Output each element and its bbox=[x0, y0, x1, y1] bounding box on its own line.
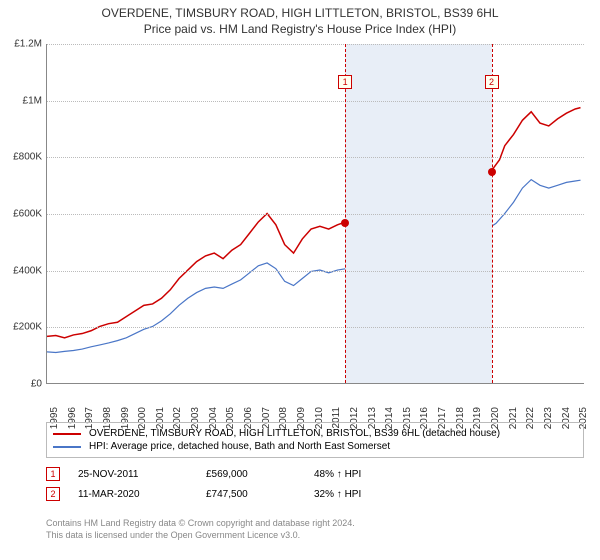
y-tick-label: £800K bbox=[0, 152, 42, 163]
y-tick-label: £0 bbox=[0, 379, 42, 390]
event-relation: 48% ↑ HPI bbox=[314, 469, 434, 480]
chart-area: 12 £0£200K£400K£600K£800K£1M£1.2M1995199… bbox=[46, 44, 584, 414]
gridline bbox=[47, 327, 584, 328]
legend: OVERDENE, TIMSBURY ROAD, HIGH LITTLETON,… bbox=[46, 422, 584, 458]
legend-label: HPI: Average price, detached house, Bath… bbox=[89, 441, 390, 452]
marker-line bbox=[492, 44, 493, 383]
event-marker-icon: 2 bbox=[46, 487, 60, 501]
sale-event-row: 2 11-MAR-2020 £747,500 32% ↑ HPI bbox=[46, 484, 584, 504]
gridline bbox=[47, 214, 584, 215]
legend-item: HPI: Average price, detached house, Bath… bbox=[53, 440, 577, 453]
gridline bbox=[47, 157, 584, 158]
event-price: £747,500 bbox=[206, 489, 296, 500]
gridline bbox=[47, 101, 584, 102]
marker-label: 1 bbox=[338, 75, 352, 89]
sale-point bbox=[488, 168, 496, 176]
event-marker-icon: 1 bbox=[46, 467, 60, 481]
chart-subtitle: Price paid vs. HM Land Registry's House … bbox=[8, 22, 592, 36]
attribution-line: This data is licensed under the Open Gov… bbox=[46, 530, 584, 542]
legend-item: OVERDENE, TIMSBURY ROAD, HIGH LITTLETON,… bbox=[53, 427, 577, 440]
sale-point bbox=[341, 219, 349, 227]
attribution: Contains HM Land Registry data © Crown c… bbox=[46, 518, 584, 541]
gridline bbox=[47, 271, 584, 272]
sale-events: 1 25-NOV-2011 £569,000 48% ↑ HPI 2 11-MA… bbox=[46, 464, 584, 504]
y-tick-label: £600K bbox=[0, 209, 42, 220]
event-price: £569,000 bbox=[206, 469, 296, 480]
y-tick-label: £1.2M bbox=[0, 39, 42, 50]
event-date: 11-MAR-2020 bbox=[78, 489, 188, 500]
y-tick-label: £1M bbox=[0, 95, 42, 106]
marker-line bbox=[345, 44, 346, 383]
chart-title-block: OVERDENE, TIMSBURY ROAD, HIGH LITTLETON,… bbox=[0, 0, 600, 38]
plot-region: 12 bbox=[46, 44, 584, 384]
event-date: 25-NOV-2011 bbox=[78, 469, 188, 480]
legend-swatch bbox=[53, 446, 81, 448]
gridline bbox=[47, 44, 584, 45]
attribution-line: Contains HM Land Registry data © Crown c… bbox=[46, 518, 584, 530]
y-tick-label: £200K bbox=[0, 322, 42, 333]
marker-label: 2 bbox=[485, 75, 499, 89]
y-tick-label: £400K bbox=[0, 265, 42, 276]
chart-title: OVERDENE, TIMSBURY ROAD, HIGH LITTLETON,… bbox=[8, 6, 592, 20]
legend-swatch bbox=[53, 433, 81, 435]
sale-event-row: 1 25-NOV-2011 £569,000 48% ↑ HPI bbox=[46, 464, 584, 484]
event-relation: 32% ↑ HPI bbox=[314, 489, 434, 500]
series-line-property bbox=[47, 108, 581, 338]
legend-label: OVERDENE, TIMSBURY ROAD, HIGH LITTLETON,… bbox=[89, 428, 500, 439]
